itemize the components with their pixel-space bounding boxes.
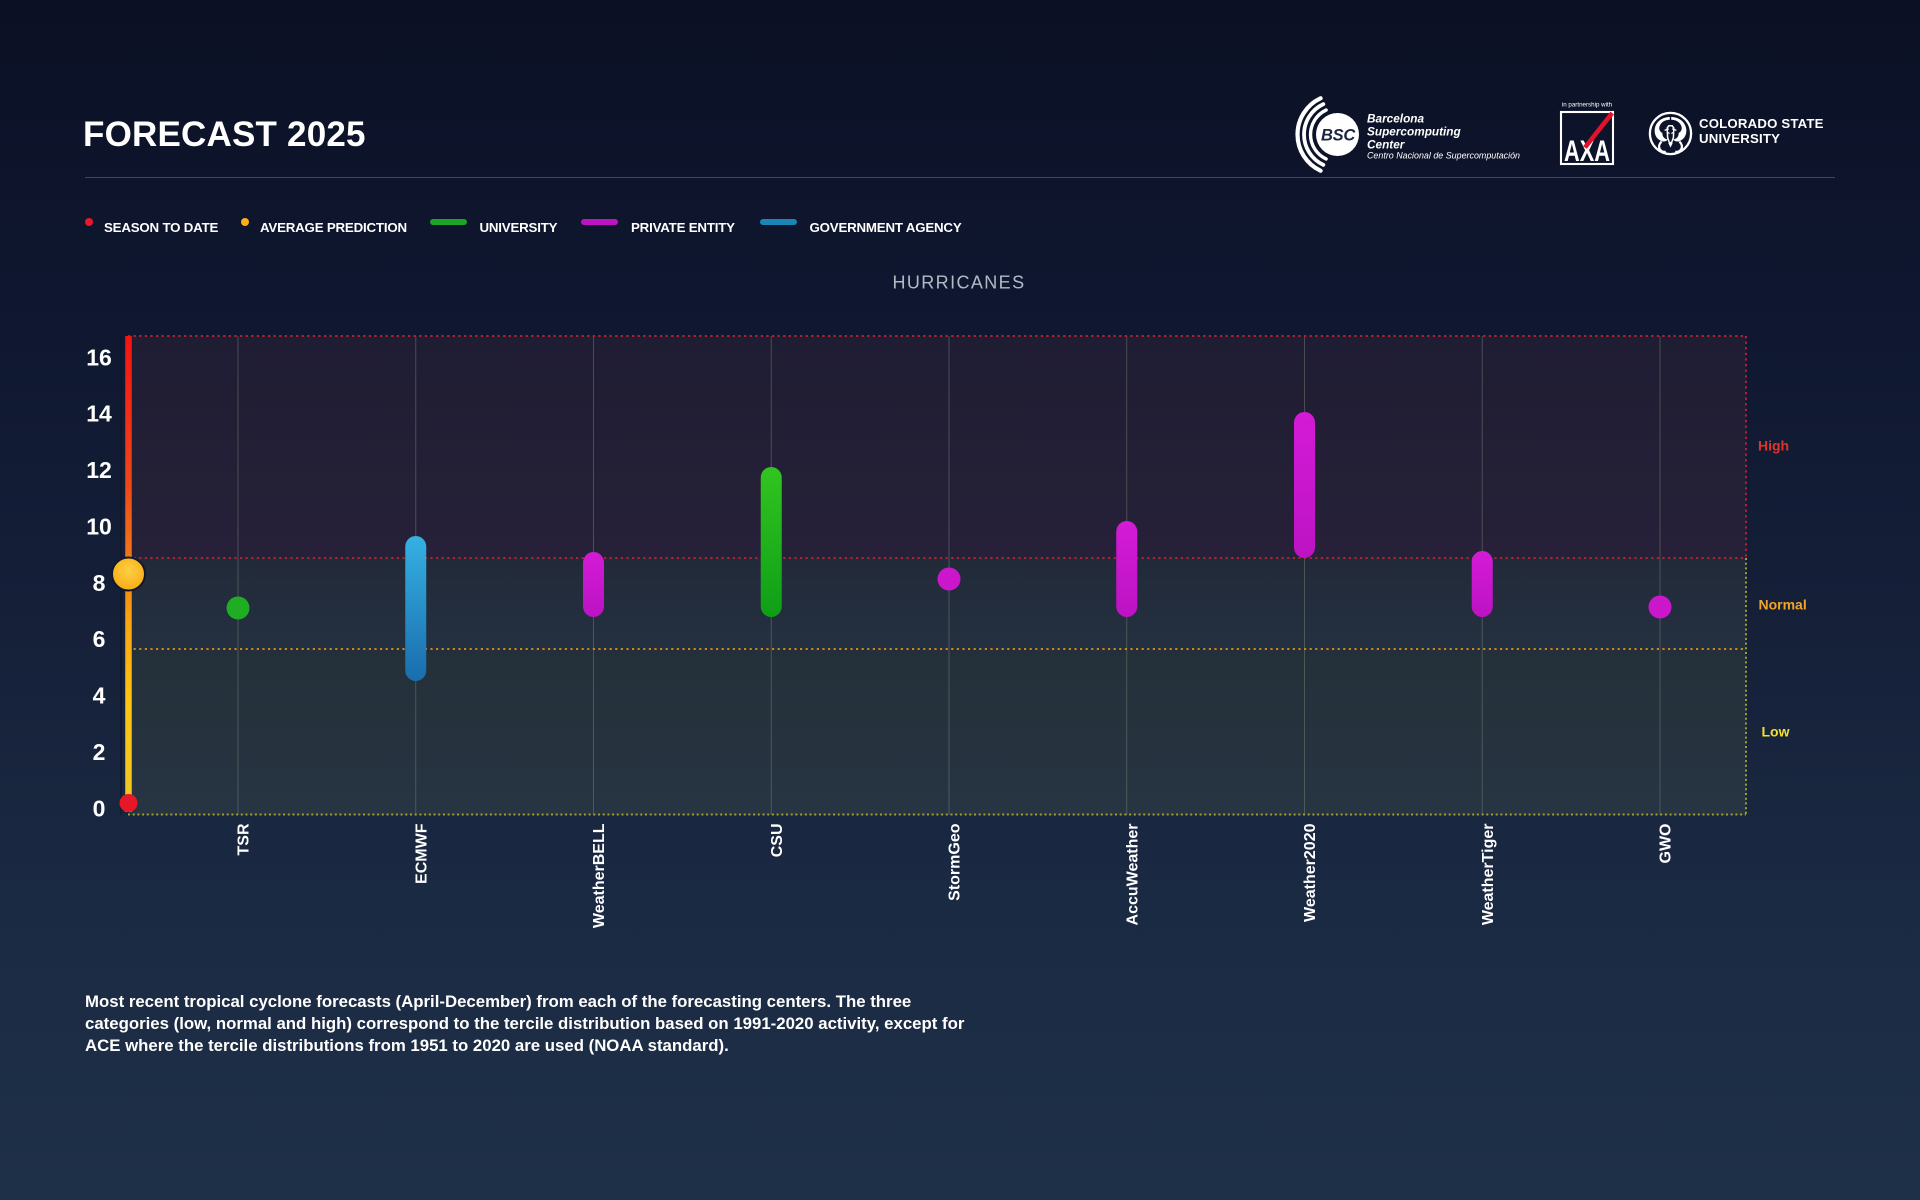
svg-text:CSU: CSU (769, 824, 786, 858)
svg-text:WeatherBELL: WeatherBELL (591, 823, 608, 928)
svg-text:AXA: AXA (1564, 135, 1610, 168)
svg-text:Weather2020: Weather2020 (1302, 823, 1319, 922)
svg-text:AccuWeather: AccuWeather (1124, 824, 1141, 926)
svg-text:16: 16 (86, 344, 112, 370)
svg-text:0: 0 (93, 795, 106, 821)
svg-text:8: 8 (93, 570, 106, 596)
svg-text:Low: Low (1762, 724, 1790, 740)
svg-text:4: 4 (93, 683, 106, 709)
svg-text:Supercomputing: Supercomputing (1367, 125, 1461, 139)
svg-text:COLORADO STATE: COLORADO STATE (1699, 116, 1824, 131)
svg-text:2: 2 (93, 739, 106, 765)
svg-text:StormGeo: StormGeo (947, 823, 964, 901)
svg-text:Centro Nacional de Supercomput: Centro Nacional de Supercomputación (1367, 151, 1520, 161)
svg-text:UNIVERSITY: UNIVERSITY (1699, 131, 1780, 146)
svg-text:Normal: Normal (1759, 596, 1807, 612)
svg-text:WeatherTiger: WeatherTiger (1480, 824, 1497, 926)
svg-text:TSR: TSR (236, 823, 253, 855)
svg-text:Center: Center (1367, 138, 1406, 152)
svg-text:in partnership with: in partnership with (1562, 102, 1613, 109)
svg-text:GWO: GWO (1658, 824, 1675, 864)
svg-text:6: 6 (93, 626, 106, 652)
svg-text:10: 10 (86, 513, 112, 539)
svg-text:BSC: BSC (1321, 127, 1356, 145)
svg-text:ECMWF: ECMWF (413, 823, 430, 884)
svg-text:High: High (1758, 438, 1789, 454)
svg-text:Barcelona: Barcelona (1367, 111, 1424, 125)
svg-text:12: 12 (86, 457, 112, 483)
svg-text:HURRICANES: HURRICANES (892, 272, 1025, 292)
svg-text:14: 14 (86, 401, 112, 427)
